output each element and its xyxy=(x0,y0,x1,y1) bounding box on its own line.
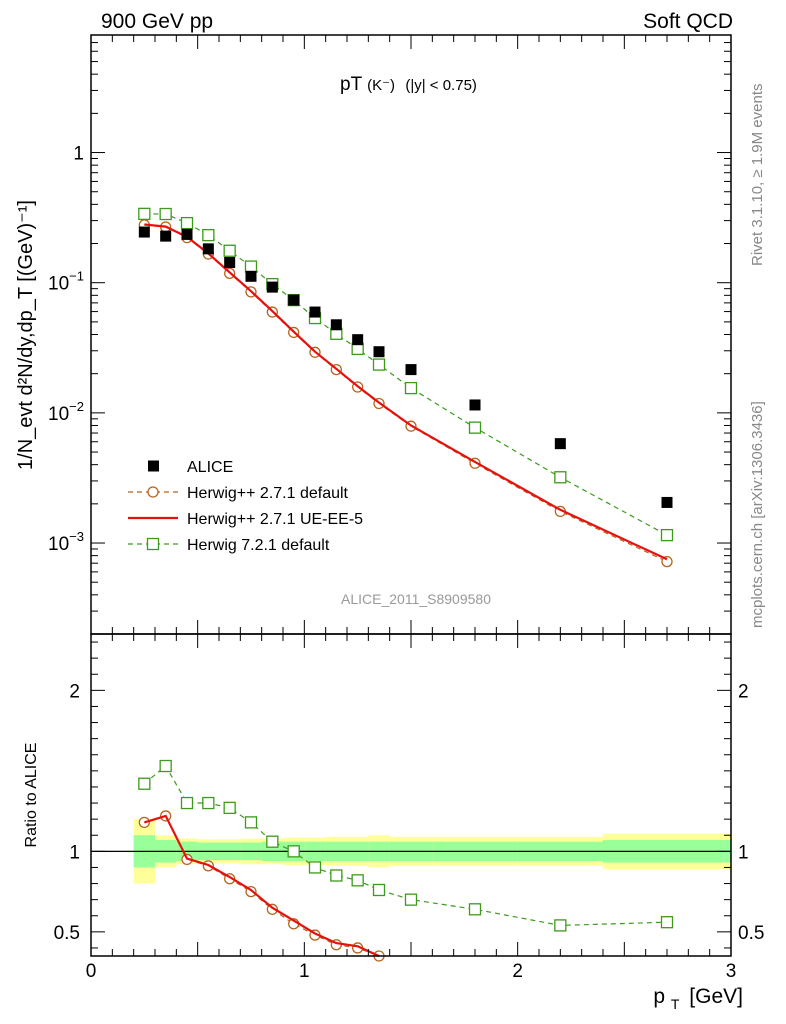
x-tick-label: 1 xyxy=(299,961,310,982)
ratio-plot-frame xyxy=(90,633,732,957)
ratio-point-h721 xyxy=(180,796,194,810)
main-title: pT (K⁻) (|y| < 0.75) xyxy=(340,74,477,95)
tick-mantissa: 10 xyxy=(48,404,69,425)
main-title-text: pT xyxy=(340,74,363,95)
ratio-y-tick-label: 2 xyxy=(69,681,80,702)
ratio-y-tick-label-right: 0.5 xyxy=(738,923,764,944)
point-h721 xyxy=(660,528,674,542)
data-point xyxy=(373,346,385,358)
x-tick-label: 0 xyxy=(86,961,97,982)
source-label: mcplots.cern.ch [arXiv:1306.3436] xyxy=(749,401,766,628)
x-axis-label-unit: [GeV] xyxy=(689,985,743,1008)
main-y-tick-label: 10−1 xyxy=(48,269,84,295)
main-panel: 10−310−210−11 pT (K⁻) (|y| < 0.75) ALICE… xyxy=(15,34,732,635)
point-h721 xyxy=(202,228,215,242)
data-point xyxy=(469,399,481,411)
ratio-point-h721 xyxy=(308,861,322,874)
main-title-cut: (|y| < 0.75) xyxy=(405,77,477,94)
ratio-y-tick-label-right: 2 xyxy=(738,681,749,702)
x-axis-label-main: p xyxy=(653,985,665,1008)
ratio-point-h721 xyxy=(372,883,386,897)
tick-exponent: −1 xyxy=(69,269,84,284)
ratio-y-tick-label: 0.5 xyxy=(54,923,80,944)
x-tick-label: 2 xyxy=(512,961,523,982)
data-point xyxy=(266,281,278,293)
data-point xyxy=(245,270,257,282)
main-y-tick-label: 10−3 xyxy=(48,529,84,555)
legend-label-h271: Herwig++ 2.7.1 default xyxy=(187,485,349,502)
tick-mantissa: 10 xyxy=(48,274,69,295)
ratio-y-tick-label-right: 1 xyxy=(738,842,749,863)
ratio-point-h721 xyxy=(468,903,482,916)
ratio-panel: 0.5 0.5 1 1 2 2 0 1 2 3 Ratio to ALICE p T [GeV] xyxy=(23,633,764,1014)
tick-exponent: −2 xyxy=(69,399,84,414)
point-h721 xyxy=(404,381,418,395)
legend-marker-data xyxy=(148,460,159,472)
main-y-tick-label: 1 xyxy=(73,144,84,165)
data-point xyxy=(202,243,214,255)
ratio-point-h721 xyxy=(351,874,364,887)
point-h721 xyxy=(554,471,567,484)
data-point xyxy=(138,226,150,238)
data-point xyxy=(224,256,236,268)
ratio-point-h721 xyxy=(244,816,258,829)
data-point xyxy=(330,319,342,331)
ratio-point-h721 xyxy=(660,916,674,929)
ratio-point-h721 xyxy=(202,796,215,810)
tick-exponent: −3 xyxy=(69,529,84,544)
ratio-point-h721 xyxy=(554,919,567,932)
legend-marker-h271 xyxy=(147,486,159,498)
watermark: ALICE_2011_S8909580 xyxy=(341,591,491,607)
rivet-label: Rivet 3.1.10, ≥ 1.9M events xyxy=(749,84,766,267)
data-point xyxy=(181,228,193,240)
data-point xyxy=(160,230,172,242)
ratio-y-label: Ratio to ALICE xyxy=(23,743,40,848)
main-axes: 10−310−210−11 xyxy=(48,34,732,635)
point-h721 xyxy=(180,216,194,230)
point-h721 xyxy=(244,260,258,273)
ratio-axes: 0.5 0.5 1 1 2 2 0 1 2 3 xyxy=(54,634,764,982)
data-point xyxy=(288,294,300,306)
legend-label-data: ALICE xyxy=(187,459,233,476)
data-point xyxy=(405,364,417,376)
main-y-tick-label: 10−2 xyxy=(48,399,84,425)
legend-label-h721: Herwig 7.2.1 default xyxy=(187,537,330,554)
series-line-h721 xyxy=(144,213,668,536)
header-left-label: 900 GeV pp xyxy=(101,10,213,33)
ratio-point-h721 xyxy=(404,893,418,906)
point-h721 xyxy=(223,244,236,257)
series-line-h271ue xyxy=(144,223,668,561)
x-tick-label: 3 xyxy=(726,961,737,982)
x-axis-label: p T [GeV] xyxy=(653,985,743,1014)
main-y-label: 1/N_evt d²N/dy,dp_T [(GeV)⁻¹] xyxy=(15,200,37,470)
legend-label-h271ue: Herwig++ 2.7.1 UE-EE-5 xyxy=(187,511,363,528)
header-right-label: Soft QCD xyxy=(643,10,733,33)
ratio-line-h721 xyxy=(143,765,668,927)
ratio-point-h721 xyxy=(159,759,172,773)
x-axis-label-sub: T xyxy=(671,996,680,1012)
ratio-point-h721 xyxy=(287,845,300,858)
point-h721 xyxy=(159,207,172,221)
ratio-plot-marks xyxy=(91,759,731,962)
tick-mantissa: 10 xyxy=(48,534,69,555)
main-title-particle: (K⁻) xyxy=(367,77,395,94)
data-point xyxy=(309,306,321,318)
tick-mantissa: 1 xyxy=(73,144,84,165)
ratio-point-h721 xyxy=(138,777,151,790)
ratio-y-tick-label: 1 xyxy=(69,842,80,863)
ratio-point-h721 xyxy=(223,801,236,815)
point-h721 xyxy=(372,358,386,371)
point-h721 xyxy=(138,207,151,221)
main-plot-marks xyxy=(138,207,674,568)
ratio-line-h271ue xyxy=(143,814,380,958)
data-point xyxy=(554,438,566,450)
legend: ALICE Herwig++ 2.7.1 default Herwig++ 2.7.… xyxy=(128,459,363,554)
ratio-point-h721 xyxy=(266,835,279,848)
data-point xyxy=(661,496,673,508)
point-h721 xyxy=(468,421,482,434)
legend-marker-h721 xyxy=(146,537,160,551)
data-point xyxy=(352,334,364,346)
ratio-point-h721 xyxy=(330,869,343,882)
